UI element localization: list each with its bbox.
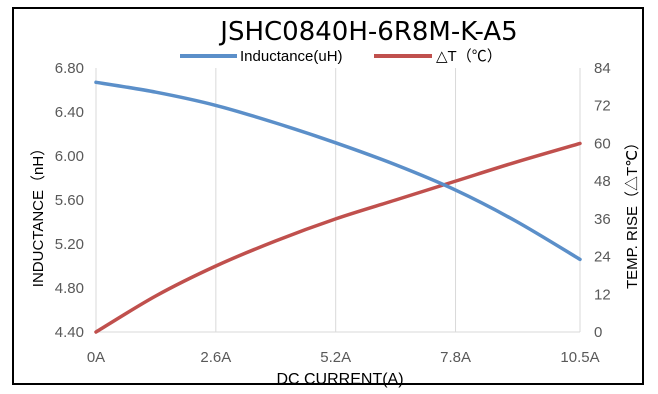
grid-lines [95, 68, 581, 333]
y2-axis-title: TEMP. RISE（△T℃） [624, 135, 641, 289]
y-tick-label: 5.20 [55, 236, 84, 253]
y2-tick-label: 48 [594, 173, 611, 190]
y-tick-label: 6.80 [55, 60, 84, 77]
y2-tick-label: 12 [594, 286, 611, 303]
y2-tick-label: 24 [594, 249, 611, 266]
x-tick-label: 7.8A [440, 349, 471, 366]
y2-tick-label: 0 [594, 324, 602, 341]
tick-labels: 0A 2.6A 5.2A 7.8A 10.5A 4.40 4.80 5.20 5.60 6.00 6… [55, 60, 611, 366]
y2-tick-label: 36 [594, 211, 611, 228]
legend-label-inductance: Inductance(uH) [240, 48, 343, 65]
y-tick-label: 4.80 [55, 280, 84, 297]
y-tick-label: 6.40 [55, 104, 84, 121]
x-tick-label: 10.5A [560, 349, 599, 366]
chart-title: JSHC0840H-6R8M-K-A5 [218, 17, 517, 47]
y-tick-label: 6.00 [55, 148, 84, 165]
y2-tick-label: 84 [594, 60, 611, 77]
temperature-series-line [94, 141, 582, 334]
y2-tick-label: 60 [594, 135, 611, 152]
y-axis-title: INDUCTANCE（nH） [30, 141, 47, 287]
x-axis-title: DC CURRENT(A) [276, 371, 403, 388]
x-tick-label: 2.6A [200, 349, 231, 366]
y-tick-label: 5.60 [55, 192, 84, 209]
legend: Inductance(uH) △T（℃） [180, 48, 502, 65]
legend-label-temp: △T（℃） [436, 48, 502, 65]
series-lines [94, 80, 582, 334]
y-tick-label: 4.40 [55, 324, 84, 341]
x-tick-label: 0A [87, 349, 105, 366]
x-tick-label: 5.2A [320, 349, 351, 366]
chart-frame [12, 7, 644, 385]
inductance-series-line [94, 80, 582, 262]
y2-tick-label: 72 [594, 98, 611, 115]
